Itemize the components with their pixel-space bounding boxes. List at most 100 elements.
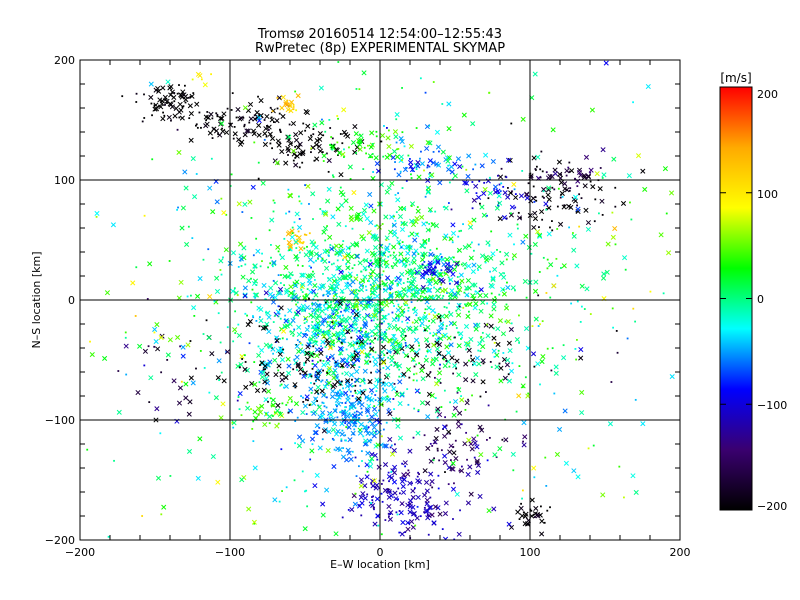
data-point-cross (289, 228, 295, 234)
data-point-dot (556, 228, 559, 230)
data-point-dot (381, 280, 384, 283)
data-point-cross (430, 276, 436, 282)
data-point-cross (242, 201, 248, 207)
data-point-dot (319, 330, 322, 333)
data-point-dot (267, 129, 270, 131)
data-point-cross (195, 475, 201, 481)
data-point-cross (553, 370, 559, 376)
data-point-dot (439, 258, 442, 261)
data-point-cross (516, 215, 523, 221)
data-point-dot (427, 239, 430, 242)
data-point-dot (367, 426, 370, 429)
data-point-dot (458, 469, 461, 472)
data-point-cross (379, 349, 385, 355)
data-point-cross (286, 363, 292, 369)
data-point-cross (645, 83, 651, 90)
data-point-cross (344, 361, 350, 367)
data-point-dot (428, 254, 431, 257)
data-point-dot (458, 305, 461, 308)
data-point-dot (308, 338, 310, 341)
data-point-dot (426, 221, 428, 224)
data-point-dot (355, 88, 358, 90)
data-point-dot (412, 170, 414, 172)
data-point-dot (293, 221, 296, 224)
data-point-cross (218, 258, 224, 264)
chart-title: Tromsø 20160514 12:54:00–12:55:43 (257, 27, 502, 42)
data-point-cross (358, 483, 364, 489)
data-point-dot (304, 318, 306, 320)
data-point-cross (522, 513, 528, 520)
data-point-dot (305, 320, 308, 323)
data-point-cross (287, 244, 294, 250)
data-point-cross (585, 220, 591, 226)
data-point-dot (551, 186, 554, 189)
data-point-cross (252, 263, 258, 269)
data-point-dot (320, 260, 323, 263)
data-point-dot (180, 380, 183, 383)
data-point-dot (135, 92, 138, 95)
data-point-dot (352, 433, 355, 436)
data-point-cross (207, 130, 213, 136)
data-point-dot (298, 200, 301, 203)
data-point-dot (370, 392, 373, 395)
data-point-dot (323, 304, 325, 307)
data-point-dot (626, 337, 629, 340)
data-point-dot (611, 211, 614, 214)
data-point-dot (522, 440, 524, 443)
data-point-dot (365, 333, 368, 336)
data-point-cross (296, 443, 302, 449)
data-point-dot (392, 334, 395, 336)
data-point-cross (453, 280, 460, 286)
data-point-cross (410, 511, 416, 517)
data-point-cross (374, 272, 380, 278)
data-point-dot (418, 362, 421, 365)
data-point-cross (319, 308, 325, 314)
data-point-cross (214, 199, 220, 205)
data-point-dot (320, 380, 323, 383)
data-point-dot (443, 389, 446, 392)
data-point-dot (530, 509, 533, 512)
data-point-dot (375, 286, 378, 289)
data-point-cross (263, 324, 269, 331)
data-point-dot (452, 372, 455, 375)
x-tick-label: 0 (377, 546, 384, 559)
data-point-cross (304, 110, 310, 116)
data-point-cross (300, 150, 306, 157)
data-point-cross (210, 209, 216, 215)
data-point-dot (439, 382, 442, 384)
data-point-dot (521, 170, 524, 172)
data-point-cross (335, 265, 341, 271)
data-point-dot (331, 437, 334, 440)
data-point-cross (454, 261, 460, 267)
data-point-cross (158, 335, 164, 341)
data-point-dot (418, 348, 421, 351)
data-point-cross (387, 411, 393, 417)
data-point-cross (258, 306, 264, 313)
data-point-dot (351, 227, 354, 230)
data-point-cross (390, 155, 396, 161)
data-point-cross (320, 316, 326, 323)
data-point-cross (220, 401, 226, 407)
data-point-dot (353, 411, 356, 414)
data-point-dot (439, 363, 441, 366)
data-point-dot (546, 267, 549, 270)
data-point-cross (381, 359, 387, 365)
data-point-dot (318, 332, 321, 335)
data-point-cross (410, 328, 416, 334)
data-point-dot (463, 291, 466, 294)
data-point-cross (432, 439, 438, 445)
data-point-cross (468, 224, 474, 230)
data-point-dot (287, 188, 290, 191)
data-point-dot (461, 165, 464, 168)
data-point-dot (541, 195, 544, 198)
data-point-dot (428, 313, 431, 316)
data-point-dot (532, 185, 535, 188)
data-point-dot (518, 341, 520, 344)
data-point-dot (373, 405, 376, 408)
data-point-dot (409, 158, 411, 160)
data-point-cross (333, 361, 339, 367)
data-point-cross (415, 430, 421, 436)
data-point-dot (390, 470, 393, 473)
data-point-cross (381, 314, 387, 320)
data-point-dot (561, 195, 564, 198)
